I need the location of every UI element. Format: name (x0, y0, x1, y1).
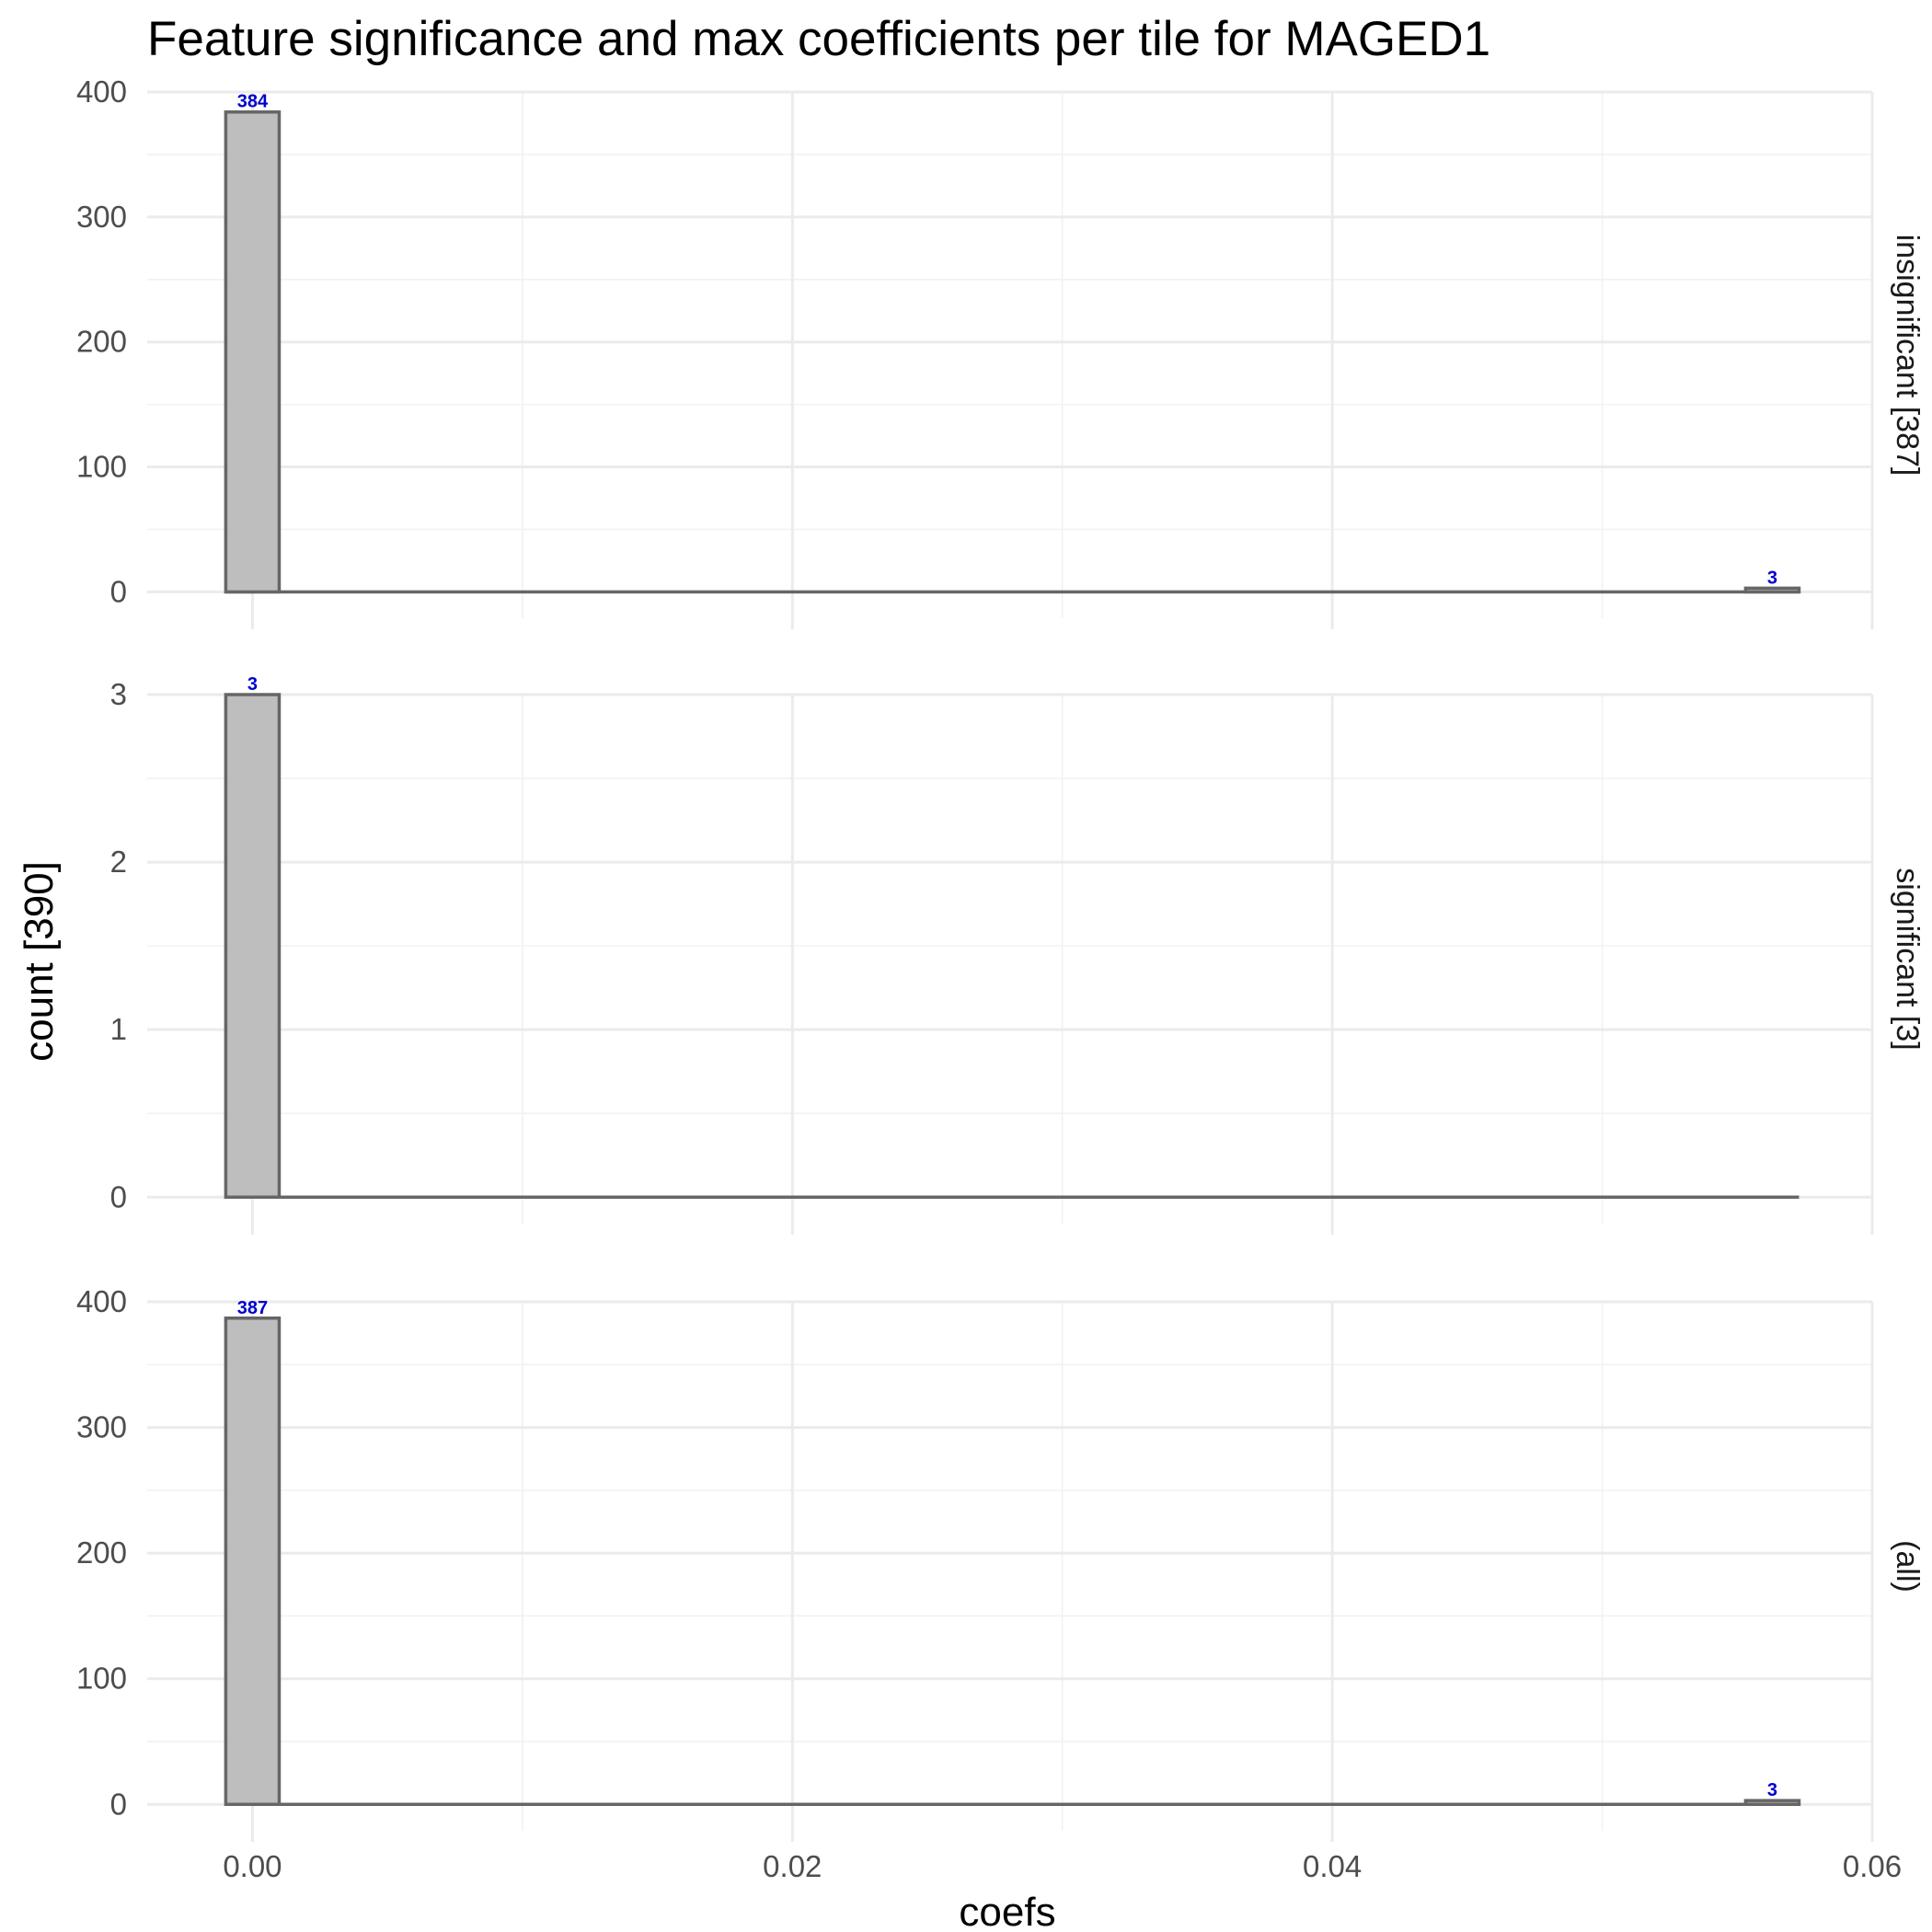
y-tick-label: 100 (76, 450, 127, 484)
y-tick-label: 200 (76, 1535, 127, 1570)
x-tick-label: 0.00 (223, 1849, 282, 1883)
bar-data-label: 3 (1767, 568, 1777, 588)
y-tick-label: 300 (76, 1410, 127, 1444)
y-tick-label: 300 (76, 200, 127, 234)
facet-panels: 0 100 200 300 400 384 3 insignificant [387] 0 1 2 3… (76, 75, 1925, 1883)
y-tick-label: 400 (76, 1284, 127, 1318)
x-tick-label: 0.04 (1303, 1849, 1362, 1883)
chart-title: Feature significance and max coefficient… (147, 12, 1490, 66)
bar-data-label: 3 (247, 674, 258, 695)
y-tick-label: 200 (76, 325, 127, 359)
y-axis-title: count [390] (17, 861, 62, 1062)
facet-strip-label: (all) (1890, 1540, 1925, 1593)
y-tick-label: 0 (110, 1179, 127, 1213)
bar-data-label: 384 (237, 92, 269, 112)
facet-panel: 0 100 200 300 400 387 3 (all) (76, 1284, 1925, 1842)
bar-data-label: 387 (237, 1298, 268, 1318)
y-tick-label: 0 (110, 574, 127, 608)
histogram-bar (224, 1317, 282, 1807)
y-tick-label: 400 (76, 75, 127, 109)
x-axis-title: coefs (959, 1890, 1055, 1932)
bar-data-label: 3 (1767, 1780, 1777, 1800)
y-tick-label: 100 (76, 1662, 127, 1696)
x-tick-label: 0.06 (1843, 1849, 1902, 1883)
facet-strip-label: significant [3] (1890, 868, 1925, 1050)
histogram-bar (1743, 1799, 1801, 1806)
facet-panel: 0 1 2 3 3 significant [3] (110, 674, 1925, 1235)
histogram-bar (224, 693, 282, 1199)
y-tick-label: 2 (110, 845, 127, 879)
facet-panel: 0 100 200 300 400 384 3 insignificant [387] (76, 75, 1925, 629)
y-tick-label: 0 (110, 1787, 127, 1821)
histogram-bar (1743, 586, 1801, 594)
facet-strip-label: insignificant [387] (1890, 235, 1925, 477)
histogram-bar (224, 109, 282, 594)
x-tick-label: 0.02 (763, 1849, 822, 1883)
y-tick-label: 3 (110, 677, 127, 711)
y-tick-label: 1 (110, 1012, 127, 1046)
